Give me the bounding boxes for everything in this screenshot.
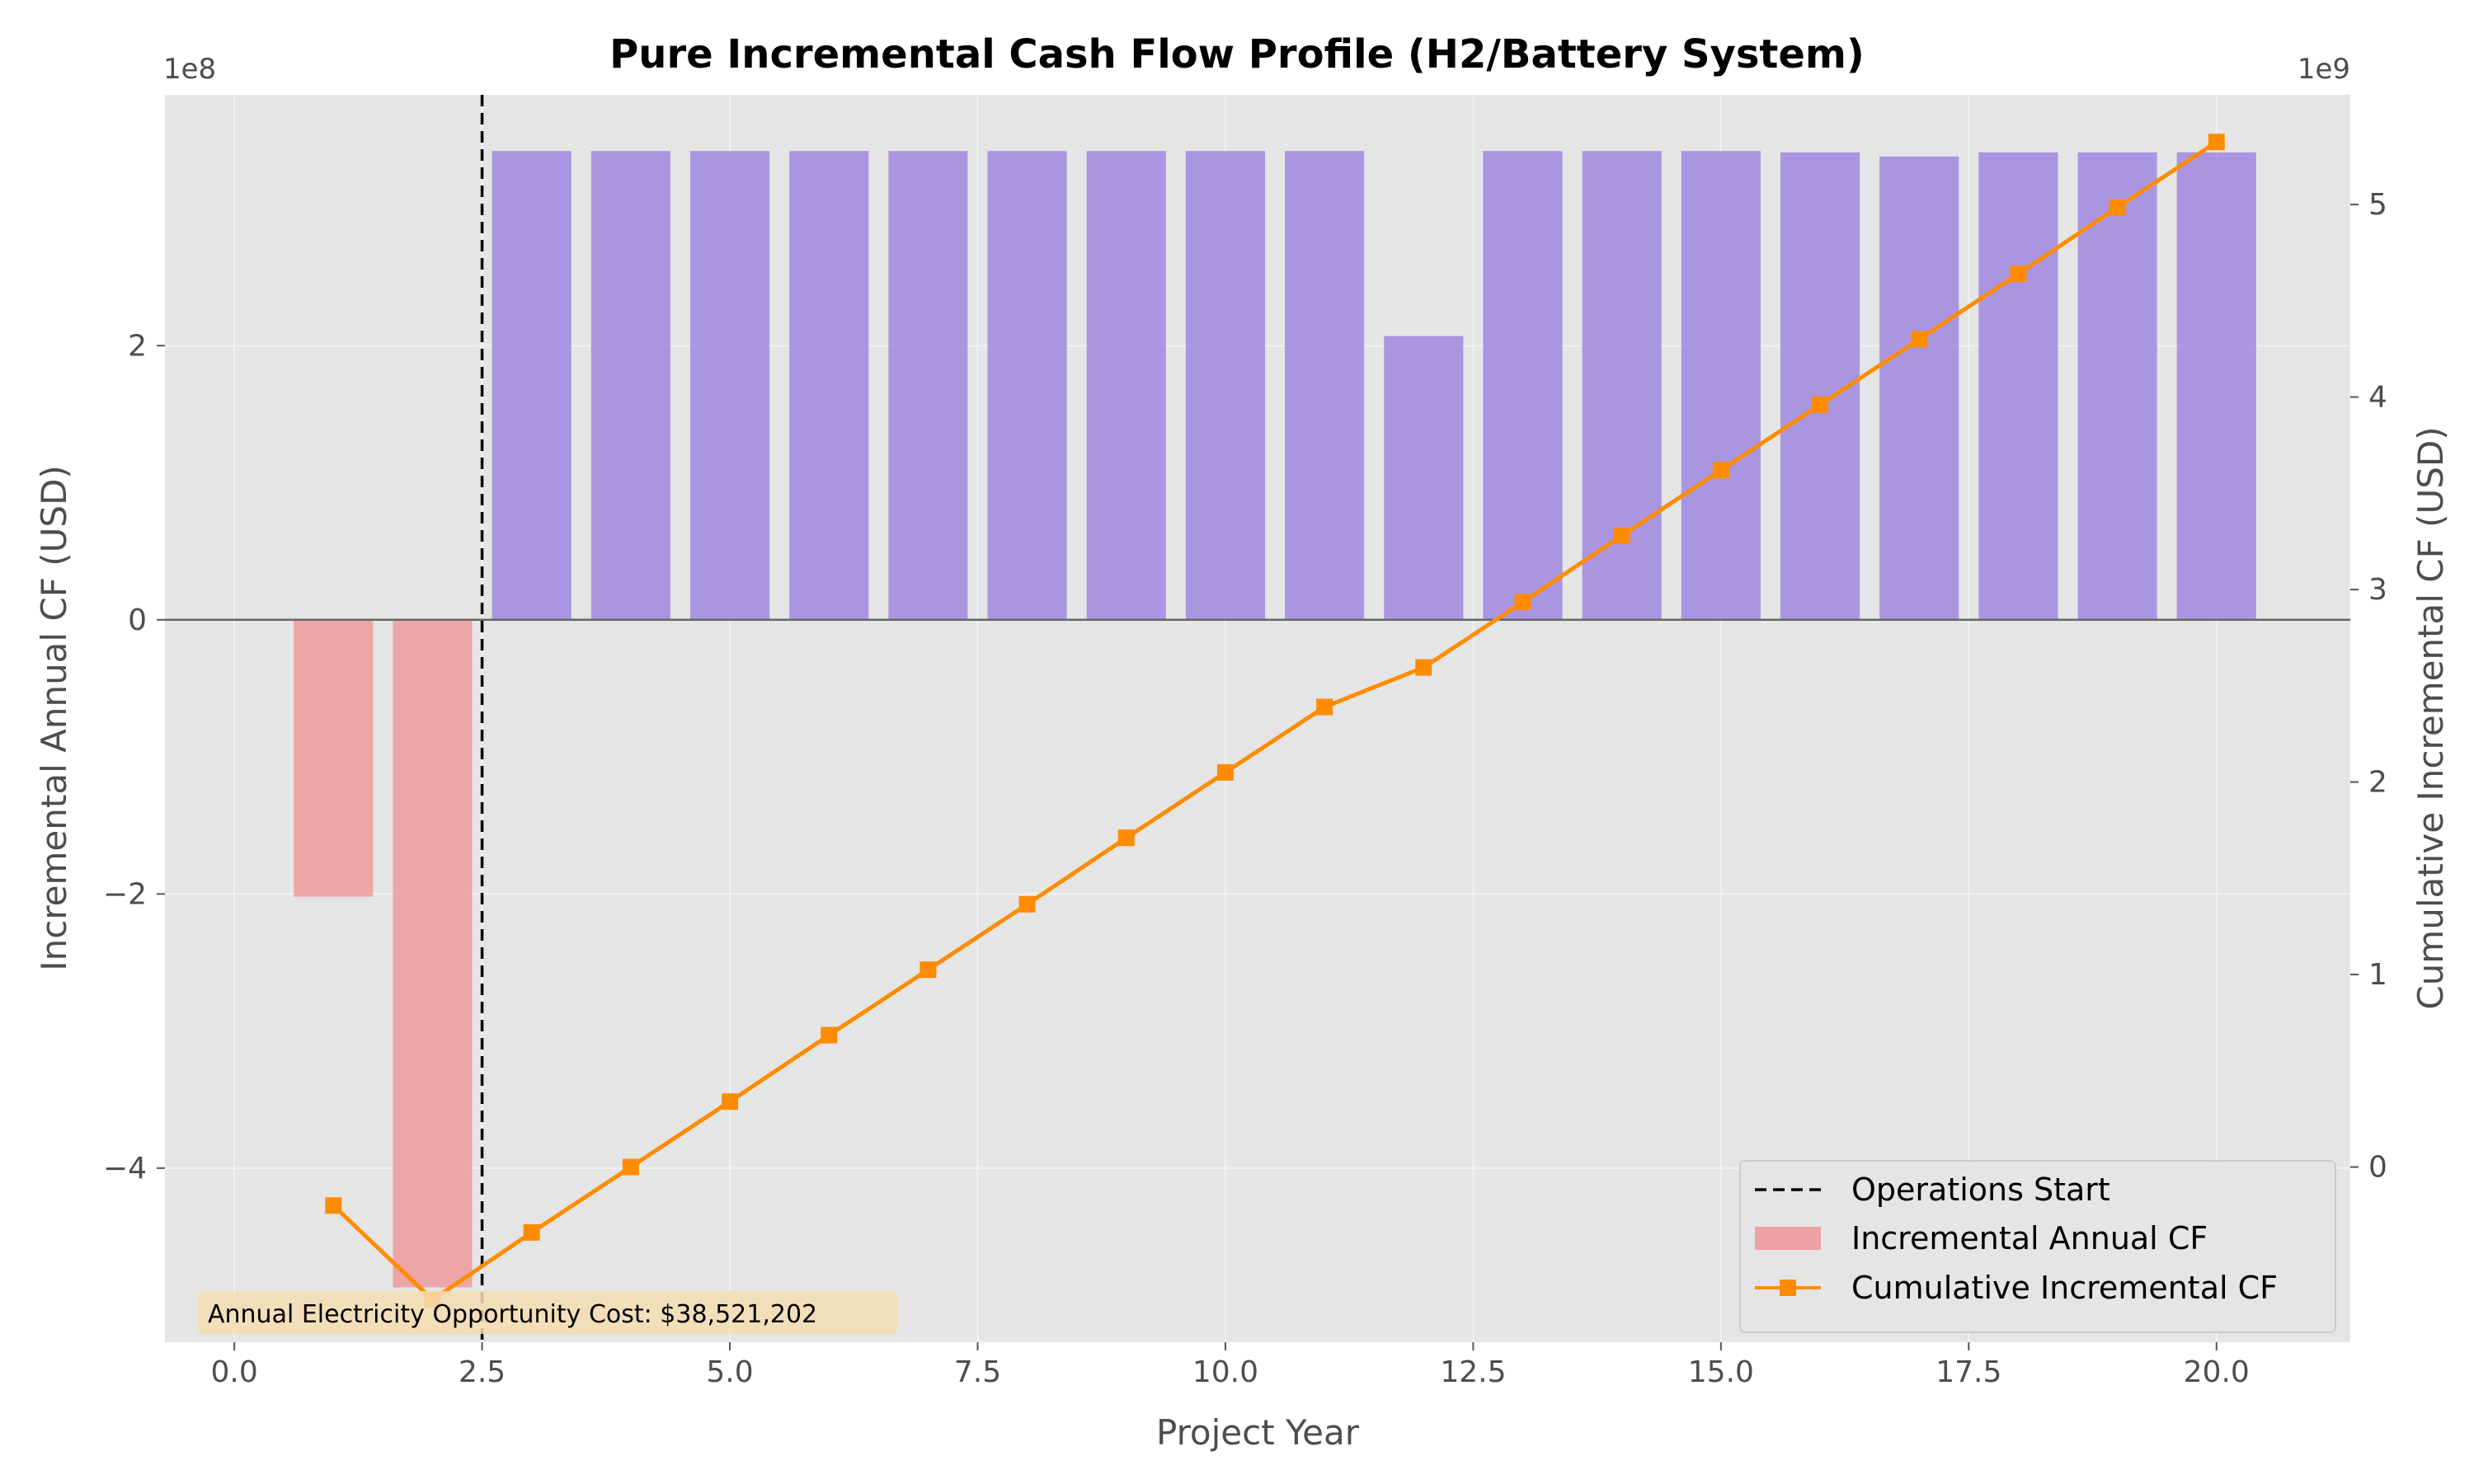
- bar: [789, 151, 869, 620]
- bar-series: [294, 151, 2256, 1288]
- cumulative-point: [2010, 265, 2027, 283]
- legend-label-vline: Operations Start: [1851, 1172, 2110, 1208]
- cumulative-point: [1415, 659, 1432, 676]
- cumulative-point: [920, 961, 937, 979]
- cumulative-point: [1613, 527, 1630, 544]
- y2-tick-label: 1: [2368, 958, 2387, 992]
- legend-swatch-bars: [1755, 1227, 1821, 1250]
- chart-title: Pure Incremental Cash Flow Profile (H2/B…: [609, 31, 1865, 77]
- bar: [492, 151, 571, 620]
- cumulative-point: [1911, 331, 1928, 348]
- bar: [393, 619, 473, 1288]
- bar: [2176, 152, 2256, 620]
- x-axis-ticks: 0.0 2.5 5.0 7.5 10.0 12.5 15.0 17.5 20.0: [210, 1342, 2250, 1389]
- y2-axis-ticks: 0 1 2 3 4 5: [2350, 188, 2387, 1185]
- bar: [987, 151, 1067, 620]
- y2-tick-label: 2: [2368, 766, 2387, 800]
- bar: [294, 619, 374, 897]
- cumulative-point: [523, 1223, 540, 1241]
- cumulative-point: [622, 1158, 639, 1176]
- bar: [590, 151, 670, 620]
- bar: [1285, 151, 1365, 620]
- x-axis-label: Project Year: [1156, 1412, 1360, 1453]
- x-tick-label: 20.0: [2184, 1355, 2250, 1389]
- bar: [1384, 336, 1464, 620]
- x-tick-label: 17.5: [1935, 1355, 2001, 1389]
- x-tick-label: 12.5: [1440, 1355, 1506, 1389]
- annotation-text: Annual Electricity Opportunity Cost: $38…: [208, 1300, 817, 1329]
- annotation-box: [198, 1291, 897, 1334]
- y2-offset-label: 1e9: [2298, 53, 2350, 86]
- cumulative-point: [1514, 594, 1531, 611]
- legend-label-bars: Incremental Annual CF: [1851, 1220, 2208, 1256]
- cumulative-point: [2109, 199, 2126, 216]
- x-tick-label: 5.0: [706, 1355, 753, 1389]
- bar: [888, 151, 968, 620]
- y2-tick-label: 3: [2368, 573, 2387, 607]
- cumulative-point: [1712, 462, 1729, 479]
- x-tick-label: 7.5: [954, 1355, 1001, 1389]
- bar: [1086, 151, 1166, 620]
- cumulative-point: [722, 1093, 739, 1111]
- x-tick-label: 0.0: [210, 1355, 257, 1389]
- cumulative-line-series: [325, 134, 2225, 1308]
- y-tick-label: 0: [128, 603, 147, 637]
- bar: [1681, 151, 1761, 620]
- cumulative-line: [332, 140, 2218, 1303]
- bar: [1582, 151, 1662, 620]
- legend-marker-line: [1780, 1280, 1796, 1296]
- y-tick-label: 2: [128, 329, 147, 363]
- x-tick-label: 10.0: [1192, 1355, 1258, 1389]
- y2-axis-label: Cumulative Incremental CF (USD): [2411, 426, 2451, 1009]
- cumulative-point: [1117, 829, 1135, 847]
- y-axis-ticks: −4 −2 0 2: [103, 329, 165, 1186]
- cumulative-point: [1216, 763, 1234, 781]
- cumulative-point: [1812, 396, 1829, 413]
- bar: [2077, 152, 2157, 620]
- cumulative-point: [1018, 895, 1036, 913]
- y-offset-label: 1e8: [163, 53, 216, 86]
- x-tick-label: 2.5: [459, 1355, 506, 1389]
- legend-label-line: Cumulative Incremental CF: [1851, 1270, 2278, 1306]
- y2-tick-label: 4: [2368, 381, 2387, 415]
- bar: [1185, 151, 1266, 620]
- cumulative-point: [2208, 134, 2225, 151]
- y-axis-label: Incremental Annual CF (USD): [34, 465, 74, 971]
- legend-box: [1739, 1160, 2336, 1333]
- bar: [1879, 156, 1959, 620]
- bar: [1483, 151, 1563, 620]
- bar: [1978, 152, 2058, 620]
- legend: Operations Start Incremental Annual CF C…: [1739, 1160, 2336, 1333]
- y2-tick-label: 0: [2368, 1151, 2387, 1185]
- y-tick-label: −4: [103, 1152, 147, 1186]
- y2-tick-label: 5: [2368, 188, 2387, 222]
- cumulative-point: [821, 1026, 838, 1044]
- bar: [689, 151, 770, 620]
- annotation: Annual Electricity Opportunity Cost: $38…: [198, 1291, 897, 1334]
- y-tick-label: −2: [103, 877, 147, 911]
- cumulative-point: [325, 1197, 342, 1214]
- x-tick-label: 15.0: [1688, 1355, 1754, 1389]
- cumulative-point: [1316, 698, 1333, 716]
